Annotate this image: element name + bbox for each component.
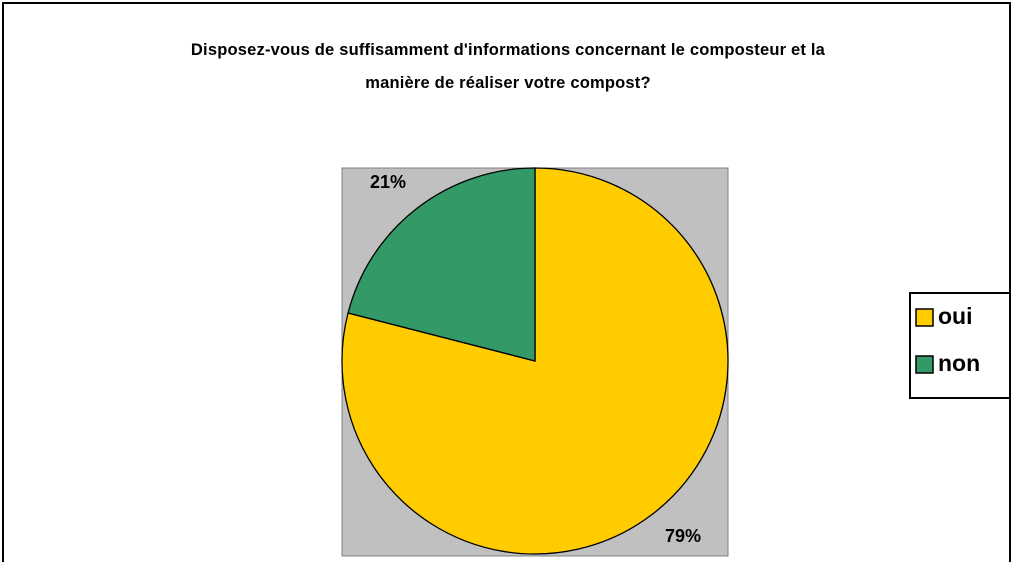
data-label: 21% bbox=[370, 172, 406, 192]
pie-slice bbox=[341, 167, 729, 555]
data-label: 79% bbox=[665, 526, 701, 546]
chart-title: Disposez-vous de suffisamment d'informat… bbox=[190, 41, 826, 92]
legend-swatch bbox=[915, 355, 934, 374]
legend-swatch bbox=[915, 308, 934, 327]
pie-slice bbox=[347, 167, 536, 362]
legend-label: oui bbox=[938, 303, 973, 329]
legend-label: non bbox=[938, 350, 980, 376]
